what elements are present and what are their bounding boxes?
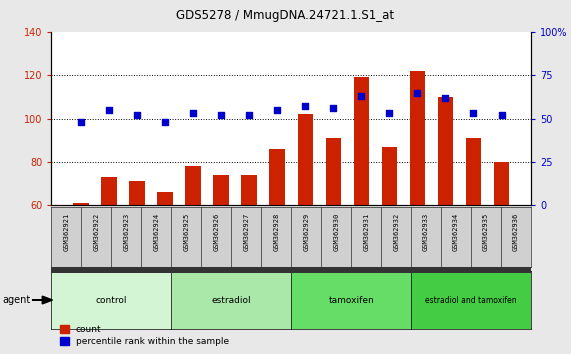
Point — [301, 104, 310, 109]
Point — [104, 107, 114, 113]
Point — [244, 112, 254, 118]
Text: GSM362933: GSM362933 — [423, 213, 429, 251]
Bar — [214, 175, 229, 205]
Text: GSM362926: GSM362926 — [213, 213, 219, 251]
Text: GSM362934: GSM362934 — [453, 213, 459, 251]
Bar — [158, 192, 173, 205]
Text: GSM362921: GSM362921 — [63, 213, 70, 251]
Text: GSM362931: GSM362931 — [363, 213, 369, 251]
Text: GSM362923: GSM362923 — [123, 213, 130, 251]
Point — [160, 119, 170, 125]
Text: GSM362935: GSM362935 — [483, 213, 489, 251]
Bar — [494, 162, 509, 205]
Point — [329, 105, 338, 111]
Text: GSM362922: GSM362922 — [93, 213, 99, 251]
Text: GSM362928: GSM362928 — [273, 213, 279, 251]
Text: GSM362936: GSM362936 — [513, 213, 519, 251]
Bar — [466, 138, 481, 205]
Bar — [186, 166, 201, 205]
Bar — [409, 71, 425, 205]
Bar — [270, 149, 285, 205]
Bar — [325, 138, 341, 205]
Text: GSM362930: GSM362930 — [333, 213, 339, 251]
Text: estradiol: estradiol — [211, 296, 251, 304]
Point — [188, 110, 198, 116]
Text: tamoxifen: tamoxifen — [328, 296, 374, 304]
Text: GSM362927: GSM362927 — [243, 213, 250, 251]
Point — [216, 112, 226, 118]
Bar — [381, 147, 397, 205]
Legend: count, percentile rank within the sample: count, percentile rank within the sample — [56, 321, 232, 349]
Point — [497, 112, 506, 118]
Text: GDS5278 / MmugDNA.24721.1.S1_at: GDS5278 / MmugDNA.24721.1.S1_at — [176, 9, 395, 22]
Text: control: control — [95, 296, 127, 304]
Point — [413, 90, 422, 96]
Point — [357, 93, 366, 99]
Text: GSM362929: GSM362929 — [303, 213, 309, 251]
Bar — [438, 97, 453, 205]
Bar — [101, 177, 116, 205]
Bar — [242, 175, 257, 205]
Bar — [297, 114, 313, 205]
Point — [385, 110, 394, 116]
Text: agent: agent — [3, 295, 31, 305]
Point — [272, 107, 282, 113]
Text: GSM362932: GSM362932 — [393, 213, 399, 251]
Point — [441, 95, 450, 101]
Point — [132, 112, 142, 118]
Bar — [129, 182, 144, 205]
Text: GSM362925: GSM362925 — [183, 213, 190, 251]
Bar — [73, 203, 89, 205]
Bar — [353, 78, 369, 205]
Text: estradiol and tamoxifen: estradiol and tamoxifen — [425, 296, 517, 304]
Point — [77, 119, 86, 125]
Text: GSM362924: GSM362924 — [153, 213, 159, 251]
Point — [469, 110, 478, 116]
